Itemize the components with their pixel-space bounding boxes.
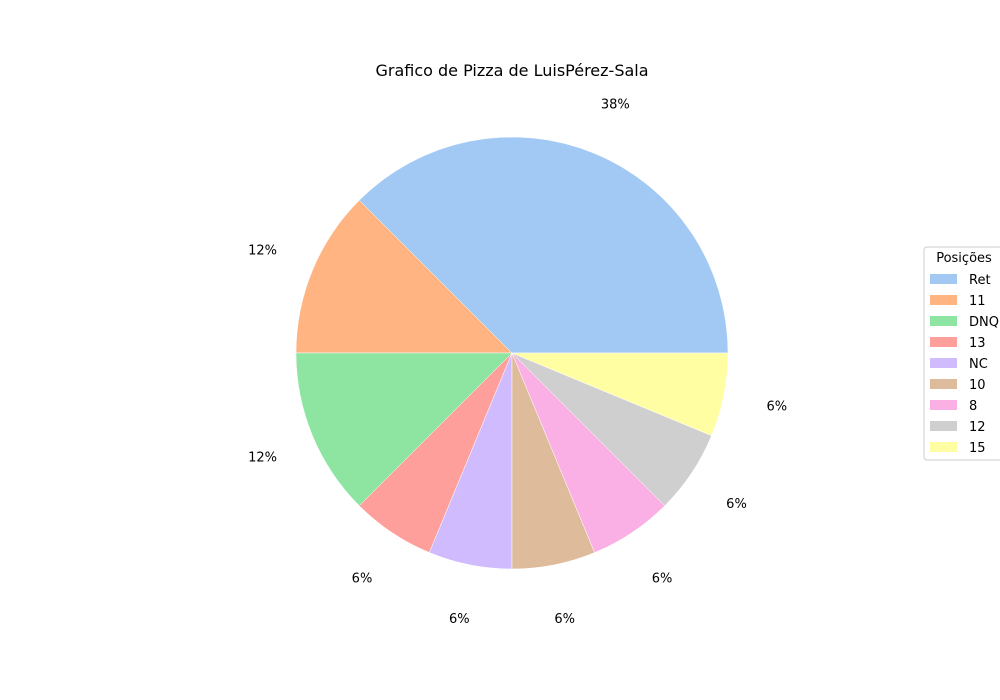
pct-label-13: 6% xyxy=(352,571,373,586)
pct-label-dnq: 12% xyxy=(248,450,277,465)
legend-items: Ret 11 DNQ 13 NC 10 8 12 15 xyxy=(930,273,999,456)
legend-swatch-dnq xyxy=(930,316,957,326)
pie-slice-11 xyxy=(295,199,513,354)
legend-swatch-12 xyxy=(930,421,957,431)
pie-slices xyxy=(295,136,729,570)
legend-swatch-13 xyxy=(930,337,957,347)
legend-label-10: 10 xyxy=(969,378,986,393)
legend-swatch-ret xyxy=(930,274,957,284)
legend: Posições Ret 11 DNQ 13 NC 10 8 12 15 xyxy=(923,246,1000,461)
legend-swatch-11 xyxy=(930,295,957,305)
pie-slice-ret xyxy=(358,136,729,354)
pct-label-10: 6% xyxy=(554,612,575,627)
pct-label-11: 12% xyxy=(248,244,277,259)
legend-swatch-15 xyxy=(930,442,957,452)
pie-slice-dnq xyxy=(295,352,513,507)
percentage-labels: 38% 12% 12% 6% 6% 6% 6% 6% 6% xyxy=(248,98,787,627)
chart-title: Grafico de Pizza de LuisPérez-Sala xyxy=(375,61,648,80)
legend-label-13: 13 xyxy=(969,336,986,351)
pct-label-ret: 38% xyxy=(601,98,630,113)
legend-swatch-10 xyxy=(930,379,957,389)
legend-label-11: 11 xyxy=(969,294,986,309)
legend-label-nc: NC xyxy=(969,357,988,372)
legend-swatch-8 xyxy=(930,400,957,410)
legend-label-dnq: DNQ xyxy=(969,315,999,330)
pct-label-12: 6% xyxy=(726,497,747,512)
legend-label-ret: Ret xyxy=(969,273,991,288)
legend-label-8: 8 xyxy=(969,399,977,414)
legend-swatch-nc xyxy=(930,358,957,368)
pct-label-15: 6% xyxy=(766,400,787,415)
pie-slice-15 xyxy=(511,352,729,436)
legend-label-12: 12 xyxy=(969,420,986,435)
legend-title: Posições xyxy=(936,251,992,266)
legend-label-15: 15 xyxy=(969,441,986,456)
pct-label-8: 6% xyxy=(652,571,673,586)
pct-label-nc: 6% xyxy=(449,612,470,627)
